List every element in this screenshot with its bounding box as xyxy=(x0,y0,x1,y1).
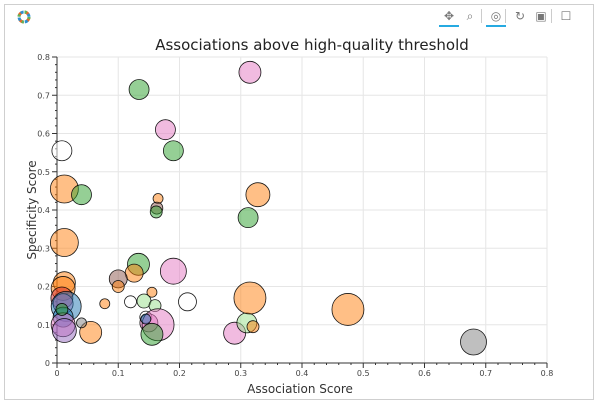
data-point[interactable] xyxy=(233,281,267,315)
move-arrows-icon: ✥ xyxy=(443,9,455,23)
chart-title: Associations above high-quality threshol… xyxy=(155,36,469,54)
data-point[interactable] xyxy=(149,205,163,219)
data-point[interactable] xyxy=(331,293,365,326)
toolbar-separator xyxy=(481,9,482,23)
x-tick-label: 0.4 xyxy=(296,369,309,378)
wheel-zoom-tool[interactable]: ◎ xyxy=(486,7,506,27)
data-point[interactable] xyxy=(245,182,271,208)
toolbar-separator xyxy=(551,9,552,23)
save-icon: ▣ xyxy=(535,9,547,23)
x-tick-label: 0.2 xyxy=(173,369,186,378)
hover-icon: ☐ xyxy=(560,9,572,23)
data-point[interactable] xyxy=(111,280,125,293)
save-tool[interactable]: ▣ xyxy=(531,7,551,25)
x-tick-label: 0.6 xyxy=(418,369,431,378)
data-point[interactable] xyxy=(128,79,150,100)
wheel-zoom-icon: ◎ xyxy=(490,9,502,23)
magnifier-icon: ⌕ xyxy=(466,8,474,23)
bokeh-logo-icon[interactable] xyxy=(17,10,31,24)
data-point[interactable] xyxy=(140,313,152,325)
y-tick-label: 0.3 xyxy=(37,244,50,253)
hover-tool[interactable]: ☐ xyxy=(556,7,576,25)
data-point[interactable] xyxy=(79,320,103,344)
data-point[interactable] xyxy=(246,320,260,334)
x-tick-label: 0.3 xyxy=(234,369,247,378)
y-tick-label: 0.4 xyxy=(37,206,50,215)
y-tick-label: 0.5 xyxy=(37,168,50,177)
data-point[interactable] xyxy=(124,263,144,283)
x-tick-label: 0 xyxy=(54,369,59,378)
data-point[interactable] xyxy=(460,328,487,356)
y-tick-label: 0.8 xyxy=(37,53,50,62)
data-point[interactable] xyxy=(159,257,187,285)
reset-tool[interactable]: ↻ xyxy=(510,7,530,25)
toolbar: ✥ ⌕ ◎ ↻ ▣ ☐ xyxy=(0,0,600,30)
data-point[interactable] xyxy=(155,119,176,141)
data-point[interactable] xyxy=(140,322,164,346)
toolbar-separator xyxy=(505,9,506,23)
y-tick-label: 0.2 xyxy=(37,283,50,292)
reset-icon: ↻ xyxy=(514,9,526,23)
data-point[interactable] xyxy=(51,318,77,343)
data-point[interactable] xyxy=(71,184,92,206)
box-zoom-tool[interactable]: ⌕ xyxy=(460,7,480,25)
y-tick-label: 0.1 xyxy=(37,321,50,330)
data-point[interactable] xyxy=(124,295,137,309)
data-point[interactable] xyxy=(146,286,158,298)
data-point[interactable] xyxy=(55,303,69,316)
data-point[interactable] xyxy=(162,140,184,162)
x-axis-label: Association Score xyxy=(247,382,353,396)
data-point[interactable] xyxy=(238,60,262,84)
y-tick-label: 0 xyxy=(45,359,50,368)
x-tick-label: 0.5 xyxy=(357,369,370,378)
data-point[interactable] xyxy=(76,317,87,329)
data-point[interactable] xyxy=(99,298,111,310)
data-point[interactable] xyxy=(178,292,197,312)
x-tick-label: 0.7 xyxy=(479,369,492,378)
y-axis-label: Specificity Score xyxy=(25,160,39,259)
x-tick-label: 0.8 xyxy=(541,369,554,378)
data-point[interactable] xyxy=(237,207,259,229)
y-tick-label: 0.6 xyxy=(37,130,50,139)
data-point[interactable] xyxy=(51,140,73,162)
x-tick-label: 0.1 xyxy=(112,369,125,378)
pan-tool[interactable]: ✥ xyxy=(439,7,459,27)
data-point[interactable] xyxy=(49,228,79,257)
y-tick-label: 0.7 xyxy=(37,91,50,100)
